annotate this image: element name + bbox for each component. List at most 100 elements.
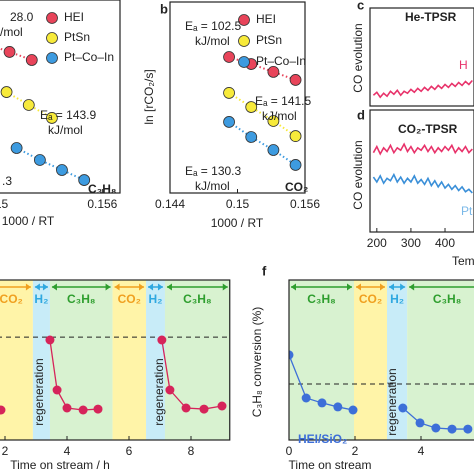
annotation: .3 — [2, 174, 12, 188]
series-line — [372, 172, 473, 194]
annotation: CO₂ — [285, 180, 308, 194]
x-tick-label: 0 — [286, 444, 293, 458]
y-axis-label: ln [rCO₂/s] — [142, 69, 156, 124]
panel-label: b — [160, 1, 168, 16]
plot-area — [223, 51, 302, 171]
plot-frame — [288, 279, 474, 441]
plot-frame — [0, 0, 121, 194]
point — [25, 54, 38, 66]
point — [245, 131, 258, 143]
annotation: C₃H₈ — [88, 182, 117, 196]
point — [78, 405, 88, 415]
phase-label: C₃H₈ — [183, 292, 212, 306]
y-axis-label: C₃H₈ conversion (%) — [250, 307, 264, 418]
point — [93, 404, 103, 414]
series-line — [372, 142, 473, 156]
phase-label: CO₂ — [359, 292, 382, 306]
fit-line — [6, 91, 53, 119]
legend-label: PtSn — [64, 30, 90, 44]
x-tick-label: 2 — [2, 444, 9, 458]
point — [431, 423, 441, 433]
annotation: Eₐ = 143.9 — [40, 108, 97, 122]
phase-label: H₂ — [390, 292, 404, 306]
phase-band — [112, 280, 147, 440]
x-axis-label: Time on stream — [289, 458, 372, 472]
annotation: CO₂-TPSR — [398, 122, 458, 136]
x-axis-label: 1000 / RT — [211, 216, 264, 230]
phase-band — [146, 280, 165, 440]
point — [301, 393, 311, 403]
panel-label: d — [357, 107, 365, 122]
point — [181, 403, 191, 413]
annotation: kJ/mol — [195, 179, 230, 193]
x-tick-label: 0.144 — [155, 197, 185, 211]
arrow-head — [389, 283, 406, 291]
phase-band — [0, 280, 33, 440]
point — [217, 401, 227, 411]
legend-marker — [46, 52, 58, 64]
legend-marker — [46, 12, 58, 24]
x-tick-label: 0.15 — [226, 197, 250, 211]
point — [34, 154, 46, 166]
point — [267, 66, 280, 78]
annotation: 28.0 — [10, 10, 34, 24]
fit-line — [228, 92, 297, 137]
x-tick-label: 6 — [126, 444, 133, 458]
phase-band — [32, 280, 50, 440]
legend-label: Pt–Co–In — [64, 50, 114, 64]
x-tick-label: 0.156 — [290, 197, 320, 211]
arrow-head — [25, 283, 31, 291]
annotation: He-TPSR — [405, 10, 457, 24]
plot-frame — [369, 109, 474, 233]
phase-label: H₂ — [149, 292, 163, 306]
plot-frame — [369, 7, 474, 107]
point — [78, 174, 91, 186]
arrow-head — [34, 283, 48, 291]
panel-label: f — [262, 263, 267, 278]
phase-label: C₃H₈ — [307, 292, 336, 306]
x-tick-label: 4 — [64, 444, 71, 458]
x-tick-label: 8 — [188, 444, 195, 458]
x-tick-label: 4 — [418, 444, 425, 458]
x-tick-label: 300 — [401, 236, 421, 250]
point — [157, 335, 167, 345]
point — [10, 142, 23, 154]
point — [267, 115, 280, 127]
plot-area — [372, 142, 473, 194]
x-tick-label: 0.156 — [87, 197, 117, 211]
annotation: Eₐ = 102.5 — [185, 19, 242, 33]
legend-marker — [238, 35, 250, 47]
fit-line — [16, 147, 85, 181]
point — [45, 335, 55, 345]
legend-label: HEI — [64, 10, 84, 24]
phase-band — [407, 280, 474, 440]
point — [0, 86, 13, 98]
point — [245, 101, 258, 113]
point — [223, 87, 235, 99]
fit-line — [228, 121, 297, 166]
annotation: kJ/mol — [48, 123, 83, 137]
legend-marker — [238, 56, 250, 68]
point — [56, 164, 68, 176]
phase-band — [354, 280, 388, 440]
point — [62, 403, 72, 413]
point — [45, 112, 58, 124]
point — [348, 405, 358, 415]
point — [447, 424, 457, 434]
series-line — [372, 79, 473, 99]
point — [223, 51, 235, 63]
point — [223, 116, 235, 128]
point — [289, 74, 302, 86]
phase-label: C₃H₈ — [67, 292, 96, 306]
y-axis-label: CO evolution — [351, 140, 365, 209]
point — [317, 398, 327, 408]
plot-area — [372, 79, 473, 99]
phase-band — [289, 280, 355, 440]
x-axis-label: Tem — [452, 254, 474, 268]
point — [3, 46, 16, 58]
annotation: regeneration — [152, 358, 166, 425]
point — [289, 159, 302, 171]
point — [52, 385, 62, 395]
plot-area: C₃H₈ CO₂ H₂ C₃H₈ — [289, 280, 474, 440]
point — [333, 402, 343, 412]
